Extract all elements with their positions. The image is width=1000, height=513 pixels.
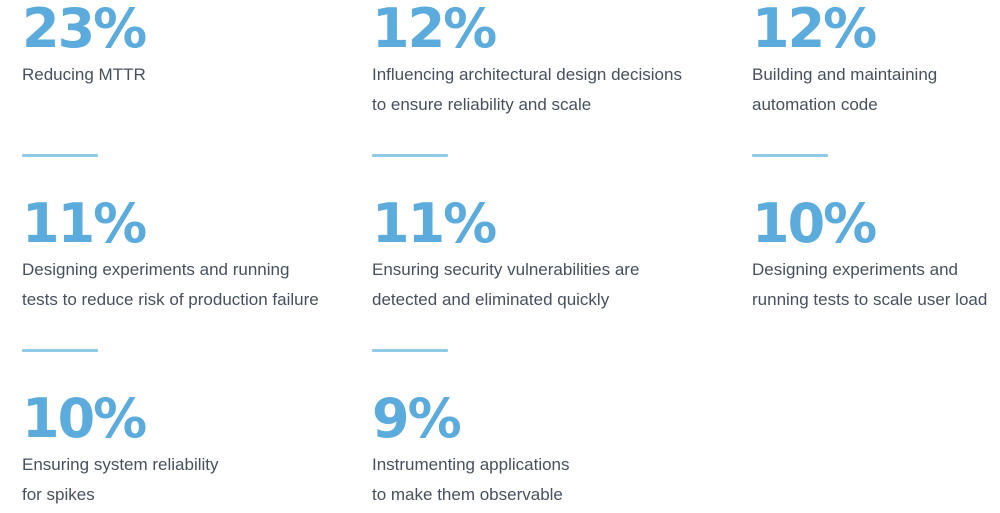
divider xyxy=(372,154,448,157)
stat-description-line: to make them observable xyxy=(372,485,563,504)
stat-cell-scale-user-load: 10% Designing experiments and running te… xyxy=(752,195,1000,390)
divider xyxy=(752,154,828,157)
stat-cell-instrumenting-applications: 9% Instrumenting applications to make th… xyxy=(372,390,752,510)
stat-description-line: tests to reduce risk of production failu… xyxy=(22,290,319,309)
stat-description-line: for spikes xyxy=(22,485,95,504)
stat-description-line: running tests to scale user load xyxy=(752,290,988,309)
stat-value: 9% xyxy=(372,387,462,450)
stat-value: 10% xyxy=(22,387,147,450)
stat-cell-reducing-mttr: 23% Reducing MTTR xyxy=(22,0,372,195)
stat-description: Influencing architectural design decisio… xyxy=(372,60,752,120)
stat-description-line: automation code xyxy=(752,95,878,114)
stat-description: Building and maintaining automation code xyxy=(752,60,1000,120)
stat-description-line: Ensuring security vulnerabilities are xyxy=(372,260,640,279)
stat-description-line: Building and maintaining xyxy=(752,65,938,84)
divider xyxy=(22,349,98,352)
stat-cell-production-failure-tests: 11% Designing experiments and running te… xyxy=(22,195,372,390)
divider xyxy=(22,154,98,157)
stat-description-line: Designing experiments and xyxy=(752,260,959,279)
stat-description-line: Influencing architectural design decisio… xyxy=(372,65,682,84)
stat-value: 12% xyxy=(752,0,877,60)
stat-cell-security-vulnerabilities: 11% Ensuring security vulnerabilities ar… xyxy=(372,195,752,390)
stat-description-line: to ensure reliability and scale xyxy=(372,95,592,114)
stat-value: 11% xyxy=(372,192,497,255)
stat-description: Reducing MTTR xyxy=(22,60,372,90)
stat-cell-reliability-spikes: 10% Ensuring system reliability for spik… xyxy=(22,390,372,510)
stat-description-line: Instrumenting applications xyxy=(372,455,570,474)
stat-value: 10% xyxy=(752,192,877,255)
stat-description: Ensuring security vulnerabilities are de… xyxy=(372,255,752,315)
stat-description-line: Reducing MTTR xyxy=(22,65,146,84)
stat-description-line: Designing experiments and running xyxy=(22,260,290,279)
stat-description: Instrumenting applications to make them … xyxy=(372,450,752,510)
stat-cell-architectural-design: 12% Influencing architectural design dec… xyxy=(372,0,752,195)
stat-value: 11% xyxy=(22,192,147,255)
stat-description-line: Ensuring system reliability xyxy=(22,455,219,474)
stat-value: 12% xyxy=(372,0,497,60)
stat-value: 23% xyxy=(22,0,147,60)
stat-description-line: detected and eliminated quickly xyxy=(372,290,610,309)
stat-description: Designing experiments and running tests … xyxy=(752,255,1000,315)
divider xyxy=(372,349,448,352)
stat-description: Ensuring system reliability for spikes xyxy=(22,450,372,510)
stat-cell-automation-code: 12% Building and maintaining automation … xyxy=(752,0,1000,195)
stat-description: Designing experiments and running tests … xyxy=(22,255,372,315)
